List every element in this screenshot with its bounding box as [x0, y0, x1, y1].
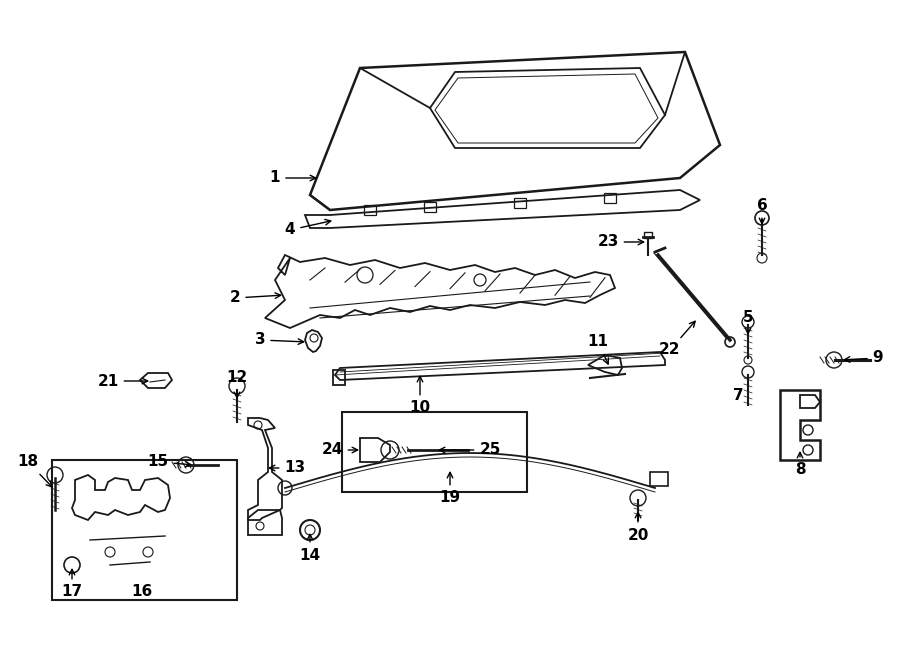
Text: 24: 24	[321, 442, 357, 457]
Text: 13: 13	[269, 461, 306, 475]
Text: 22: 22	[659, 321, 695, 358]
Text: 2: 2	[230, 290, 281, 305]
Bar	[342, 412, 527, 492]
Text: 12: 12	[227, 371, 248, 398]
Text: 14: 14	[300, 534, 320, 563]
Text: 3: 3	[255, 332, 303, 348]
Bar	[364, 205, 376, 215]
Text: 17: 17	[61, 569, 83, 600]
Bar	[650, 472, 668, 486]
Text: 10: 10	[410, 376, 430, 416]
Text: 7: 7	[733, 387, 743, 403]
Text: 9: 9	[844, 350, 883, 366]
Text: 15: 15	[148, 455, 191, 469]
Bar	[644, 232, 652, 238]
Bar	[424, 202, 436, 212]
Text: 20: 20	[627, 512, 649, 543]
Text: 1: 1	[270, 171, 316, 186]
Text: 25: 25	[439, 442, 500, 457]
Text: 6: 6	[757, 198, 768, 223]
Text: 5: 5	[742, 311, 753, 334]
Text: 23: 23	[598, 235, 644, 249]
Bar	[52, 460, 237, 600]
Text: 4: 4	[284, 219, 331, 237]
Text: 18: 18	[17, 455, 52, 487]
Text: 21: 21	[97, 373, 148, 389]
Bar	[514, 198, 526, 208]
Text: 16: 16	[131, 584, 153, 600]
Text: 8: 8	[795, 452, 806, 477]
Text: 11: 11	[588, 334, 608, 364]
Text: 19: 19	[439, 473, 461, 506]
Bar	[604, 193, 616, 203]
